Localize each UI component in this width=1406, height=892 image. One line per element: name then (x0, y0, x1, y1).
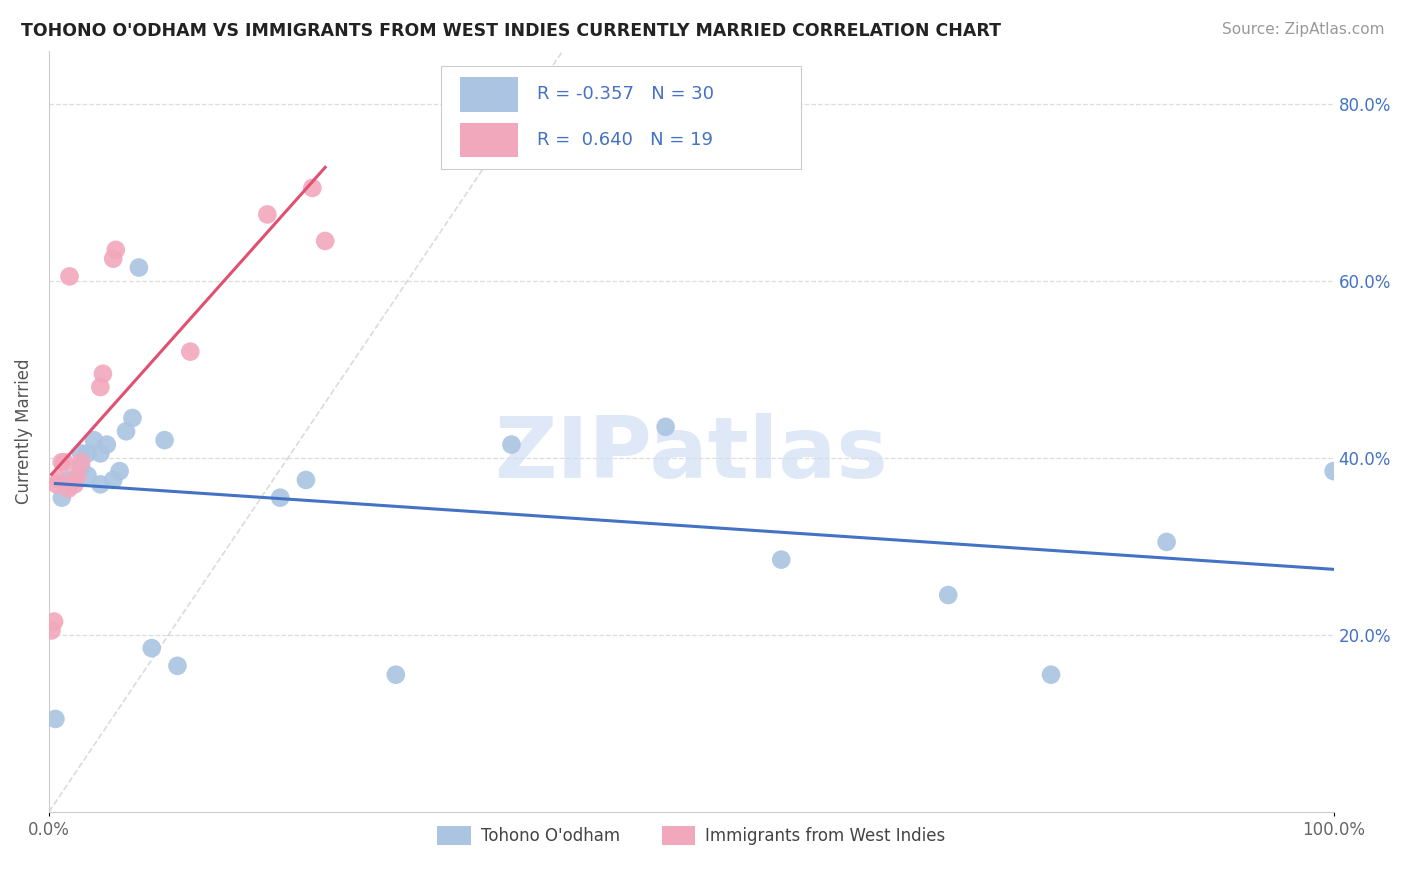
Point (256, 207, 278, 221)
Point (153, 433, 176, 447)
Point (76, 446, 98, 460)
Point (104, 243, 127, 257)
Point (770, 552, 793, 566)
Point (42, 615, 65, 629)
Y-axis label: Currently Married: Currently Married (15, 359, 32, 504)
Point (1323, 464, 1346, 478)
Point (76, 468, 98, 483)
Point (89, 380, 111, 394)
Point (70, 455, 93, 469)
Point (1156, 535, 1178, 549)
Point (501, 437, 523, 451)
Point (108, 464, 131, 478)
Point (96, 437, 118, 451)
Text: ZIPatlas: ZIPatlas (495, 413, 889, 496)
Point (44, 712, 66, 726)
Point (63, 477, 86, 491)
Point (936, 588, 959, 602)
Point (301, 181, 323, 195)
Point (166, 658, 188, 673)
Point (115, 424, 138, 438)
Point (51, 455, 73, 469)
FancyBboxPatch shape (441, 66, 800, 169)
Point (654, 420, 676, 434)
Point (83, 433, 105, 447)
Point (91, 367, 114, 381)
Point (58, 482, 80, 496)
Point (51, 491, 73, 505)
Point (45, 477, 67, 491)
Point (141, 641, 163, 656)
Point (1040, 667, 1063, 681)
Point (89, 477, 111, 491)
Text: TOHONO O'ODHAM VS IMMIGRANTS FROM WEST INDIES CURRENTLY MARRIED CORRELATION CHAR: TOHONO O'ODHAM VS IMMIGRANTS FROM WEST I… (21, 22, 1001, 40)
Point (385, 667, 408, 681)
Point (121, 411, 143, 425)
Point (314, 234, 336, 248)
Point (269, 491, 291, 505)
Point (128, 260, 150, 275)
FancyBboxPatch shape (460, 123, 517, 157)
Point (89, 446, 111, 460)
FancyBboxPatch shape (460, 78, 517, 112)
Point (41, 624, 63, 638)
Point (70, 446, 93, 460)
Point (70, 459, 93, 474)
Point (103, 252, 125, 266)
Point (179, 344, 201, 359)
Legend: Tohono O'odham, Immigrants from West Indies: Tohono O'odham, Immigrants from West Ind… (437, 826, 945, 846)
Point (58, 269, 80, 284)
Point (53, 455, 76, 469)
Text: R =  0.640   N = 19: R = 0.640 N = 19 (537, 131, 713, 149)
Point (63, 473, 86, 487)
Text: R = -0.357   N = 30: R = -0.357 N = 30 (537, 86, 714, 103)
Point (295, 473, 318, 487)
Point (58, 473, 80, 487)
Point (48, 473, 70, 487)
Point (66, 468, 89, 483)
Text: Source: ZipAtlas.com: Source: ZipAtlas.com (1222, 22, 1385, 37)
Point (103, 473, 125, 487)
